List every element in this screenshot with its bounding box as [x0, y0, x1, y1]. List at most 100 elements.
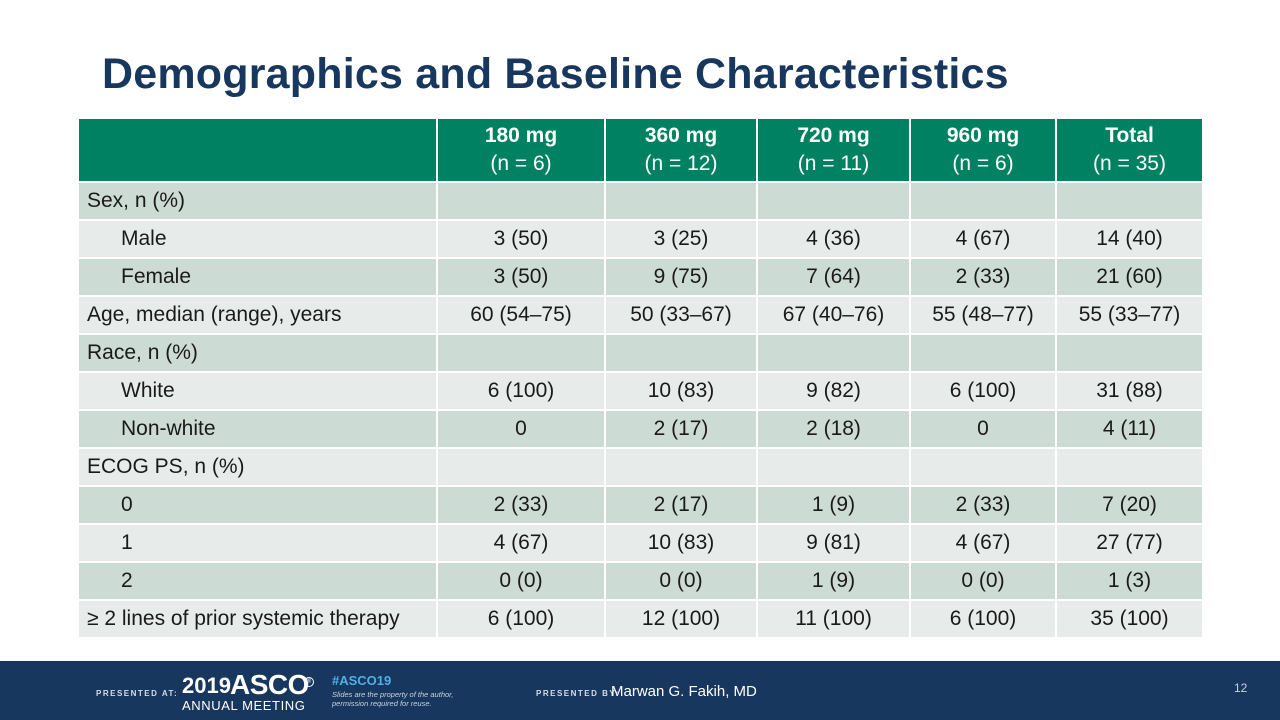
table-cell: 9 (81) [756, 523, 911, 563]
header-dose: 180 mg [484, 124, 558, 147]
table-cell: 2 (17) [604, 409, 758, 449]
asco-logo: ASCO [230, 669, 309, 700]
table-header-row: 180 mg (n = 6) 360 mg (n = 12) 720 mg (n = … [77, 117, 1204, 183]
table-cell [909, 447, 1057, 487]
table-cell [604, 333, 758, 373]
notice-line: Slides are the property of the author, [332, 690, 454, 699]
table-cell: 4 (11) [1055, 409, 1204, 449]
row-label: Male [77, 219, 438, 259]
row-label: 0 [77, 485, 438, 525]
table-cell: 67 (40–76) [756, 295, 911, 335]
table-cell [909, 333, 1057, 373]
table-cell: 0 (0) [436, 561, 606, 601]
table-cell: 9 (75) [604, 257, 758, 297]
table-cell: 6 (100) [436, 599, 606, 639]
table-cell: 55 (48–77) [909, 295, 1057, 335]
header-n: (n = 12) [644, 152, 718, 175]
table-row: Age, median (range), years 60 (54–75) 50 (… [77, 295, 1204, 335]
table-cell: 4 (67) [909, 219, 1057, 259]
table-cell: 60 (54–75) [436, 295, 606, 335]
header-n: (n = 6) [490, 152, 552, 175]
header-dose: 960 mg [946, 124, 1020, 147]
table-cell: 2 (33) [909, 485, 1057, 525]
table-cell [756, 447, 911, 487]
table-cell: 4 (67) [909, 523, 1057, 563]
row-label: White [77, 371, 438, 411]
table-cell [909, 181, 1057, 221]
copyright-notice: Slides are the property of the author, p… [332, 690, 453, 708]
slide-number: 12 [1234, 681, 1248, 695]
registered-mark-icon: ® [304, 677, 314, 687]
asco-logo-year: 2019 [182, 673, 231, 698]
table-cell: 9 (82) [756, 371, 911, 411]
table-cell: 50 (33–67) [604, 295, 758, 335]
table-cell [604, 447, 758, 487]
row-label: 1 [77, 523, 438, 563]
table-cell [436, 181, 606, 221]
table-cell [1055, 181, 1204, 221]
table-cell: 10 (83) [604, 371, 758, 411]
presented-at-label: PRESENTED AT: [96, 689, 179, 698]
row-label: ECOG PS, n (%) [77, 447, 438, 487]
notice-line: permission required for reuse. [332, 699, 432, 708]
table-cell: 35 (100) [1055, 599, 1204, 639]
table-cell: 27 (77) [1055, 523, 1204, 563]
header-cell: 960 mg (n = 6) [909, 117, 1057, 183]
table-cell: 10 (83) [604, 523, 758, 563]
table-cell: 2 (17) [604, 485, 758, 525]
header-dose: 720 mg [797, 124, 870, 147]
table-row: Female 3 (50) 9 (75) 7 (64) 2 (33) 21 (60) [77, 257, 1204, 297]
table-cell: 6 (100) [909, 599, 1057, 639]
row-label: Race, n (%) [77, 333, 438, 373]
presented-by-label: PRESENTED BY: [536, 689, 620, 698]
table-cell: 0 (0) [604, 561, 758, 601]
header-dose: 360 mg [644, 124, 718, 147]
table-cell: 6 (100) [436, 371, 606, 411]
demographics-table: 180 mg (n = 6) 360 mg (n = 12) 720 mg (n = … [77, 117, 1204, 639]
table-cell: 2 (33) [909, 257, 1057, 297]
table-cell: 1 (3) [1055, 561, 1204, 601]
header-cell: Total (n = 35) [1055, 117, 1204, 183]
table-row: Male 3 (50) 3 (25) 4 (36) 4 (67) 14 (40) [77, 219, 1204, 259]
table-row: ≥ 2 lines of prior systemic therapy 6 (10… [77, 599, 1204, 639]
header-cell: 720 mg (n = 11) [756, 117, 911, 183]
table-cell: 4 (67) [436, 523, 606, 563]
header-total: Total [1105, 124, 1154, 147]
table-cell [1055, 333, 1204, 373]
table-row: Race, n (%) [77, 333, 1204, 373]
table-row: ECOG PS, n (%) [77, 447, 1204, 487]
table-cell: 3 (25) [604, 219, 758, 259]
row-label: Sex, n (%) [77, 181, 438, 221]
header-n: (n = 11) [797, 152, 870, 175]
table-cell: 1 (9) [756, 485, 911, 525]
table-cell: 3 (50) [436, 257, 606, 297]
table-row: Sex, n (%) [77, 181, 1204, 221]
row-label: Female [77, 257, 438, 297]
table-cell: 3 (50) [436, 219, 606, 259]
table-row: White 6 (100) 10 (83) 9 (82) 6 (100) 31 (88) [77, 371, 1204, 411]
row-label: Non-white [77, 409, 438, 449]
table-cell [604, 181, 758, 221]
table-cell: 14 (40) [1055, 219, 1204, 259]
row-label: ≥ 2 lines of prior systemic therapy [77, 599, 438, 639]
annual-meeting-label: ANNUAL MEETING [182, 698, 306, 713]
table-cell: 7 (64) [756, 257, 911, 297]
slide-title: Demographics and Baseline Characteristic… [102, 50, 1009, 98]
table-cell [436, 333, 606, 373]
header-n: (n = 6) [952, 152, 1014, 175]
table-cell [436, 447, 606, 487]
table-cell: 0 (0) [909, 561, 1057, 601]
table-cell: 4 (36) [756, 219, 911, 259]
table-cell: 7 (20) [1055, 485, 1204, 525]
table-row: Non-white 0 2 (17) 2 (18) 0 4 (11) [77, 409, 1204, 449]
table-cell: 0 [436, 409, 606, 449]
table-cell: 2 (18) [756, 409, 911, 449]
table-cell: 21 (60) [1055, 257, 1204, 297]
footer-bar: PRESENTED AT: 2019 ASCO ® ANNUAL MEETING… [0, 661, 1280, 720]
table-cell: 31 (88) [1055, 371, 1204, 411]
table-cell: 11 (100) [756, 599, 911, 639]
table-cell: 6 (100) [909, 371, 1057, 411]
